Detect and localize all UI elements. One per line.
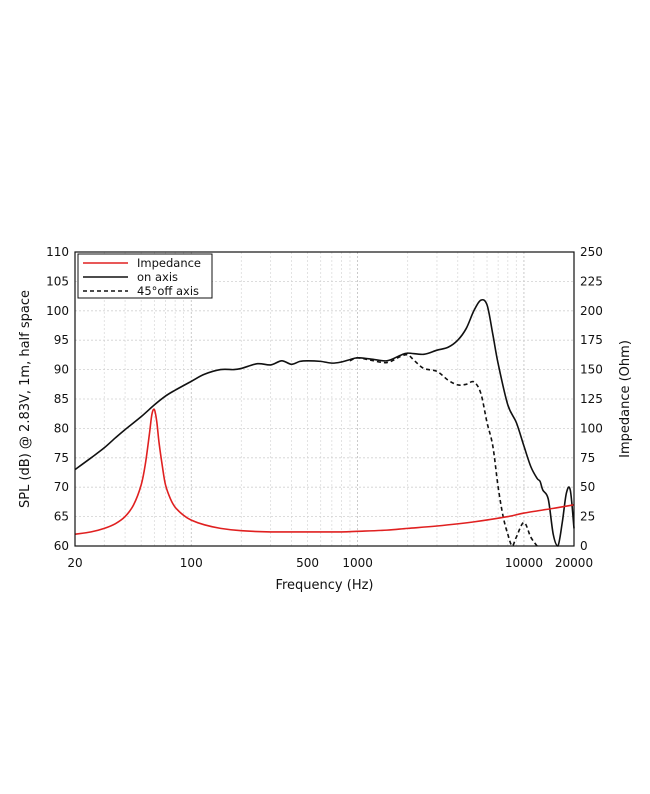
y-left-tick-label-1: 65 [54,510,69,524]
series-line-45-off-axis [349,353,538,547]
legend-label-on-axis: on axis [137,270,178,284]
y-right-tick-label-4: 100 [580,421,603,435]
y-right-tick-label-10: 250 [580,245,603,259]
x-tick-label-4: 10000 [505,556,543,570]
legend-label-off-axis: 45°off axis [137,284,199,298]
y-left-tick-label-7: 95 [54,333,69,347]
y-right-tick-label-8: 200 [580,304,603,318]
y-right-tick-label-9: 225 [580,274,603,288]
y-right-tick-label-5: 125 [580,392,603,406]
y-left-tick-label-8: 100 [46,304,69,318]
legend: Impedance on axis 45°off axis [77,253,213,299]
legend-label-impedance: Impedance [137,256,201,270]
y-left-tick-label-2: 70 [54,480,69,494]
x-tick-label-5: 20000 [555,556,593,570]
x-tick-label-1: 100 [180,556,203,570]
plot-frame [74,251,575,547]
x-tick-labels: 20 100 500 1000 10000 20000 [67,556,593,570]
series-line-on-axis [74,298,575,547]
y-axis-right-label: Impedance (Ohm) [618,340,633,458]
y-right-tick-label-7: 175 [580,333,603,347]
y-right-tick-label-0: 0 [580,539,588,553]
y-left-tick-label-9: 105 [46,274,69,288]
y-left-tick-labels: 60 65 70 75 80 85 90 95 100 105 110 [46,245,69,553]
y-left-tick-label-10: 110 [46,245,69,259]
y-right-tick-label-2: 50 [580,480,595,494]
y-left-tick-label-5: 85 [54,392,69,406]
y-left-tick-label-3: 75 [54,451,69,465]
y-right-tick-label-3: 75 [580,451,595,465]
y-right-tick-labels: 0 25 50 75 100 125 150 175 200 225 250 [580,245,603,553]
x-tick-label-2: 500 [296,556,319,570]
y-left-tick-label-4: 80 [54,421,69,435]
x-tick-label-0: 20 [67,556,82,570]
series-line-impedance [74,408,575,536]
x-axis-label: Frequency (Hz) [275,578,373,593]
y-right-tick-label-1: 25 [580,510,595,524]
y-axis-left-label: SPL (dB) @ 2.83V, 1m, half space [18,290,33,508]
legend-box [77,253,213,299]
y-left-tick-label-0: 60 [54,539,69,553]
y-left-tick-label-6: 90 [54,363,69,377]
x-tick-label-3: 1000 [342,556,373,570]
major-grid [75,252,574,546]
series-layer [74,298,575,547]
minor-grid [103,252,517,546]
y-right-tick-label-6: 150 [580,363,603,377]
